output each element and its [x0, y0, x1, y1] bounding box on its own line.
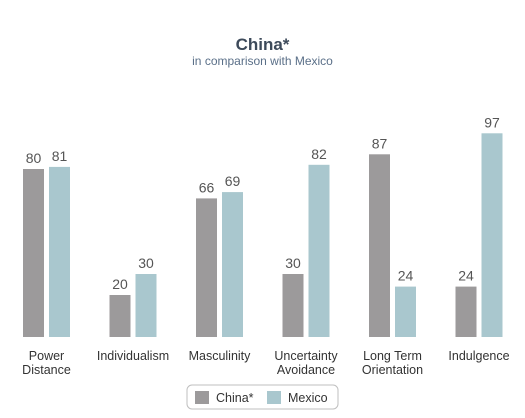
data-label-china: 87: [372, 135, 388, 151]
category-label: Masculinity: [189, 349, 252, 363]
data-label-mexico: 69: [225, 173, 241, 189]
bar-mexico: [481, 133, 503, 337]
category-label: Orientation: [362, 363, 423, 377]
category-label: Uncertainty: [274, 349, 338, 363]
bar-mexico: [395, 286, 416, 337]
data-label-mexico: 30: [138, 255, 154, 271]
category-label: Distance: [22, 363, 71, 377]
bar-mexico: [49, 166, 70, 337]
legend-label-mexico: Mexico: [288, 391, 328, 405]
legend-box: [186, 384, 339, 410]
legend-swatch-mexico: [267, 391, 281, 404]
data-label-mexico: 24: [398, 268, 414, 284]
legend-swatch-china: [195, 391, 209, 404]
bar-mexico: [308, 164, 330, 337]
bar-china: [455, 286, 477, 337]
legend-label-china: China*: [216, 391, 254, 405]
data-label-mexico: 97: [484, 114, 500, 130]
category-label: Individualism: [97, 349, 169, 363]
bar-china: [369, 154, 390, 337]
bar-china: [196, 198, 217, 337]
chart-subtitle: in comparison with Mexico: [192, 54, 333, 68]
bar-china: [109, 295, 131, 337]
bar-china: [282, 274, 304, 337]
data-label-china: 30: [285, 255, 301, 271]
data-label-china: 66: [199, 179, 215, 195]
data-label-china: 80: [26, 150, 42, 166]
legend[interactable]: China* Mexico: [186, 384, 339, 410]
data-label-china: 20: [112, 276, 128, 292]
category-label: Avoidance: [277, 363, 335, 377]
bar-china: [23, 169, 44, 337]
chart-title: China*: [236, 35, 290, 54]
bar-mexico: [222, 192, 243, 337]
data-label-china: 24: [458, 268, 474, 284]
bar-mexico: [135, 274, 157, 337]
data-label-mexico: 82: [311, 146, 327, 162]
category-label: Long Term: [363, 349, 422, 363]
category-label: Power: [29, 349, 64, 363]
data-label-mexico: 81: [52, 148, 68, 164]
category-label: Indulgence: [448, 349, 509, 363]
